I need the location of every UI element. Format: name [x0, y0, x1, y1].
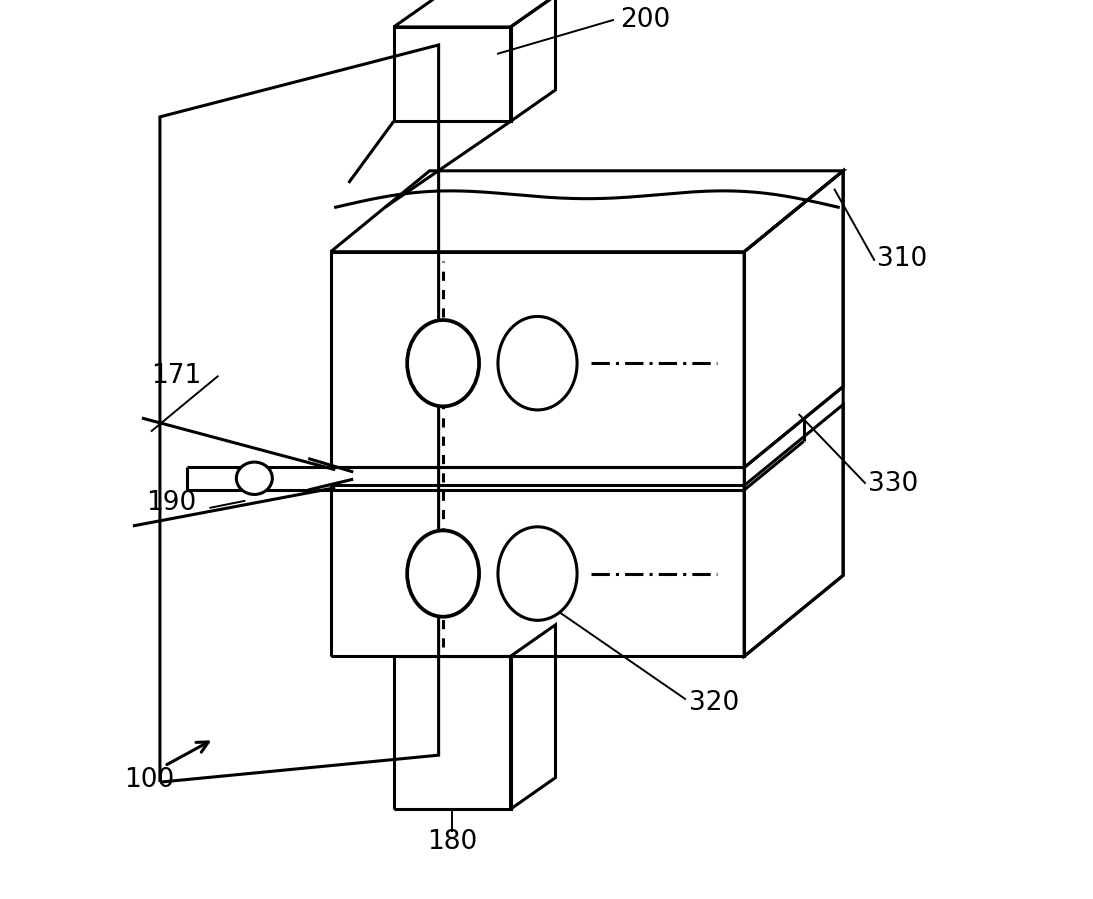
Ellipse shape — [236, 462, 272, 494]
Text: 171: 171 — [151, 363, 201, 388]
Ellipse shape — [498, 527, 577, 620]
Text: 190: 190 — [146, 491, 197, 516]
Text: 310: 310 — [878, 246, 928, 271]
Text: 180: 180 — [427, 830, 478, 855]
Text: 100: 100 — [124, 768, 174, 793]
Ellipse shape — [408, 530, 479, 617]
Text: 330: 330 — [868, 471, 918, 496]
Ellipse shape — [498, 316, 577, 410]
Text: 200: 200 — [620, 7, 670, 32]
Text: 320: 320 — [689, 690, 739, 716]
Ellipse shape — [408, 320, 479, 406]
